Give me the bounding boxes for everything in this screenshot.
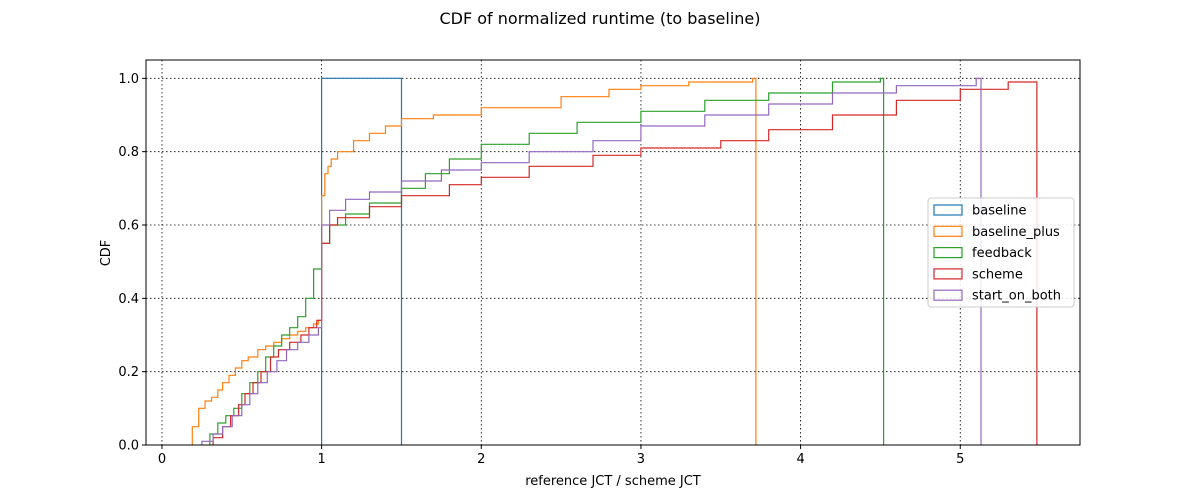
legend-box [927,197,1075,308]
legend-swatch-start-on-both [933,289,963,301]
x-axis-label: reference JCT / scheme JCT [525,474,701,489]
series-line-baseline [321,77,403,445]
legend-label: baseline_plus [972,225,1060,240]
x-tick-label: 4 [796,452,804,467]
legend-swatch-baseline [933,204,963,216]
legend-swatch-feedback [933,247,963,259]
chart-title: CDF of normalized runtime (to baseline) [439,9,760,28]
y-tick-label: 0.4 [118,292,139,307]
x-tick-label: 1 [317,452,325,467]
legend: baseline baseline_plus feedback scheme start… [927,197,1075,308]
series-line-scheme [212,81,1038,445]
y-axis-label: CDF [99,240,114,267]
x-tick-label: 3 [637,452,645,467]
series-line-feedback [209,77,885,445]
axis-ticks: 0 1 2 3 4 5 0.0 0.2 0.4 0.6 0.8 1.0 [118,72,964,467]
series-line-start-on-both [201,77,982,445]
legend-label: scheme [972,267,1023,282]
legend-swatch-baseline-plus [933,225,963,237]
legend-label: feedback [972,246,1032,261]
series-line-baseline-plus [191,77,757,445]
y-tick-label: 0.0 [118,439,139,454]
legend-label: baseline [972,204,1026,219]
y-tick-label: 0.6 [118,219,139,234]
legend-label: start_on_both [972,289,1061,304]
x-tick-label: 0 [158,452,166,467]
plot-frame [145,59,1081,446]
x-tick-label: 2 [477,452,485,467]
y-tick-label: 1.0 [118,72,139,87]
y-tick-label: 0.2 [118,365,139,380]
legend-swatch-scheme [933,268,963,280]
x-tick-label: 5 [956,452,964,467]
y-tick-label: 0.8 [118,145,139,160]
series-lines [191,77,1038,445]
